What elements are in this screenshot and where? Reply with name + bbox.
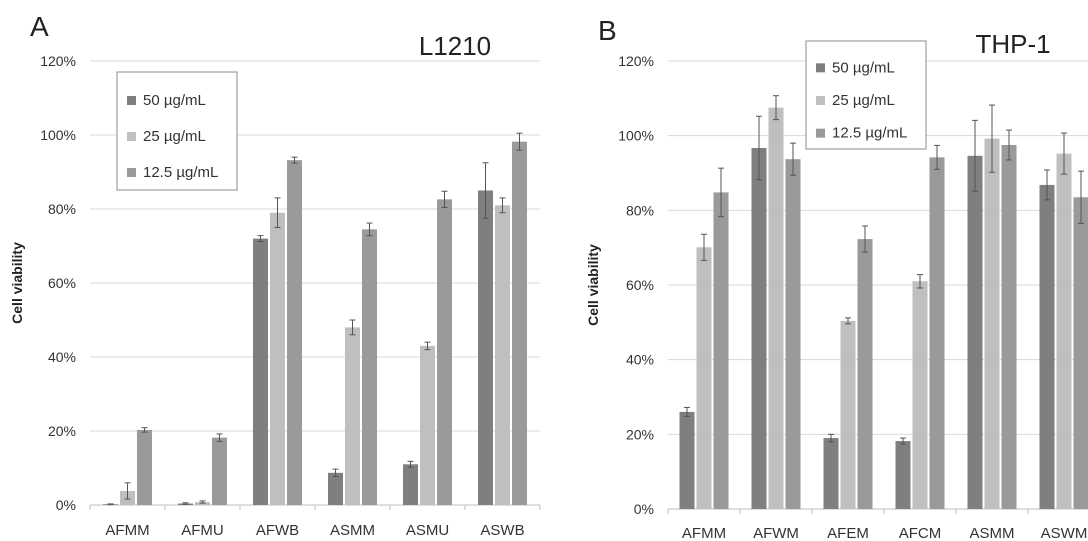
y-tick-label: 40% bbox=[626, 352, 654, 368]
legend-label: 12.5 µg/mL bbox=[832, 125, 907, 142]
bar bbox=[713, 192, 729, 509]
legend-label: 50 µg/mL bbox=[832, 59, 895, 76]
y-tick-label: 60% bbox=[48, 275, 76, 291]
bar bbox=[137, 429, 152, 505]
bar bbox=[929, 157, 945, 509]
y-tick-label: 80% bbox=[626, 202, 654, 218]
panel-letter: B bbox=[598, 15, 617, 46]
x-tick-label: AFEM bbox=[827, 525, 869, 541]
y-tick-label: 100% bbox=[618, 128, 654, 144]
bar bbox=[823, 438, 839, 509]
legend-swatch bbox=[127, 168, 136, 177]
x-tick-label: ASMM bbox=[330, 522, 375, 539]
y-axis-label: Cell viability bbox=[585, 244, 601, 326]
x-tick-label: AFMU bbox=[181, 522, 224, 539]
legend-label: 12.5 µg/mL bbox=[143, 164, 218, 181]
x-tick-label: AFWM bbox=[753, 525, 799, 541]
legend-box bbox=[116, 71, 238, 191]
bar bbox=[840, 320, 856, 509]
bar bbox=[857, 239, 873, 509]
bar bbox=[751, 147, 767, 509]
chart-title: L1210 bbox=[419, 31, 491, 61]
legend-swatch bbox=[816, 96, 825, 105]
bar bbox=[1056, 153, 1072, 509]
bar bbox=[967, 155, 983, 509]
bar bbox=[420, 345, 435, 505]
y-tick-label: 20% bbox=[626, 426, 654, 442]
bar bbox=[912, 281, 928, 509]
y-tick-label: 100% bbox=[40, 127, 76, 143]
x-tick-label: ASWM bbox=[1041, 525, 1088, 541]
legend-label: 50 µg/mL bbox=[143, 92, 206, 109]
x-tick-label: AFCM bbox=[899, 525, 942, 541]
x-tick-label: ASMM bbox=[970, 525, 1015, 541]
x-tick-label: AFMM bbox=[682, 525, 726, 541]
y-tick-label: 20% bbox=[48, 423, 76, 439]
y-tick-label: 120% bbox=[40, 53, 76, 69]
chart-panel-a: 0% 20% 40% 60% 80% 100% 120% AFMM AFMU AFWB ASMM AS… bbox=[9, 11, 541, 539]
bar bbox=[345, 327, 360, 505]
bar bbox=[679, 411, 695, 509]
chart-panel-b: 0% 20% 40% 60% 80% 100% 120% AFMM AFWM AFEM AFCM AS… bbox=[585, 15, 1088, 541]
y-axis-label: Cell viability bbox=[9, 242, 25, 324]
bar bbox=[895, 441, 911, 509]
bar bbox=[1073, 197, 1088, 509]
x-tick-label: AFWB bbox=[256, 522, 299, 539]
y-tick-label: 0% bbox=[56, 497, 76, 513]
x-tick-label: ASMU bbox=[406, 522, 449, 539]
legend: 50 µg/mL 25 µg/mL 12.5 µg/mL bbox=[116, 71, 238, 191]
chart-title: THP-1 bbox=[975, 29, 1050, 59]
legend-swatch bbox=[127, 132, 136, 141]
bar bbox=[253, 238, 268, 505]
panel-letter: A bbox=[30, 11, 49, 42]
legend: 50 µg/mL 25 µg/mL 12.5 µg/mL bbox=[805, 40, 927, 150]
bar bbox=[1001, 145, 1017, 509]
bar bbox=[328, 472, 343, 505]
legend-label: 25 µg/mL bbox=[143, 128, 206, 145]
bar bbox=[403, 464, 418, 505]
legend-label: 25 µg/mL bbox=[832, 92, 895, 109]
legend-swatch bbox=[816, 128, 825, 138]
bar bbox=[287, 160, 302, 505]
bar bbox=[437, 199, 452, 505]
y-tick-label: 0% bbox=[634, 501, 654, 517]
bar bbox=[212, 437, 227, 505]
legend-box bbox=[805, 40, 927, 150]
y-tick-label: 40% bbox=[48, 349, 76, 365]
x-tick-label: ASWB bbox=[480, 522, 524, 539]
x-tick-label: AFMM bbox=[105, 522, 149, 539]
y-tick-label: 80% bbox=[48, 201, 76, 217]
bar bbox=[768, 107, 784, 510]
y-tick-label: 60% bbox=[626, 277, 654, 293]
legend-swatch bbox=[127, 96, 136, 105]
bar bbox=[362, 229, 377, 505]
bar bbox=[512, 141, 527, 505]
bar bbox=[1039, 184, 1055, 510]
legend-swatch bbox=[816, 63, 825, 73]
bar bbox=[478, 190, 493, 505]
bar bbox=[984, 138, 1000, 510]
bar bbox=[495, 205, 510, 506]
y-tick-label: 120% bbox=[618, 53, 654, 69]
bar bbox=[696, 247, 712, 509]
bar bbox=[270, 212, 285, 505]
bar bbox=[785, 159, 801, 510]
